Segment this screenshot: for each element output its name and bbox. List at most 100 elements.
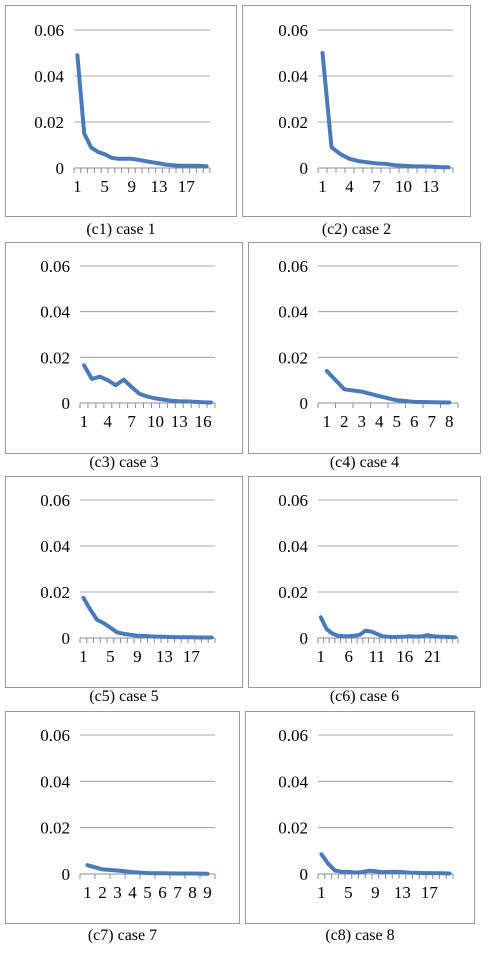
chart-panel-c1: 0 0.02 0.04 0.06 1 5 9 13 17 (c1) case 1	[5, 5, 237, 245]
c1-x-tick-label: 9	[128, 177, 137, 196]
c7-x-tick-label: 5	[143, 883, 152, 902]
c3-x-tick-label: 7	[127, 412, 136, 431]
chart-panel-c8: 0 0.02 0.04 0.06 1 5 9 13 17 (c8) case 8	[245, 711, 475, 951]
c6-x-tick-label: 1	[317, 647, 326, 666]
c6-y-tick-label: 0.04	[278, 537, 308, 556]
c5-series-line	[81, 595, 214, 640]
c5-x-tick-label: 17	[183, 647, 201, 666]
c7-x-tick-label: 4	[128, 883, 137, 902]
c4-y-tick-label: 0	[300, 394, 309, 413]
chart-c2-caption: (c2) case 2	[321, 221, 392, 238]
chart-c7-svg: 0 0.02 0.04 0.06 1 2 3 4 5 6 7 8 9	[5, 711, 240, 924]
c2-y-tick-label: 0.04	[278, 67, 308, 86]
c3-y-tick-label: 0.04	[40, 303, 70, 322]
c2-y-tick-label: 0.02	[278, 113, 308, 132]
chart-panel-c3: 0 0.02 0.04 0.06 1 4 7 10 13 16 (c3) case 3	[5, 242, 243, 478]
c4-x-tick-label: 7	[428, 412, 437, 431]
c2-x-tick-label: 13	[422, 177, 439, 196]
chart-panel-c4: 0 0.02 0.04 0.06 1 2 3 4 5 6 7 8 (c4) case 4	[248, 242, 481, 478]
chart-c5-caption: (c5) case 5	[89, 688, 159, 705]
c4-y-tick-label: 0.06	[278, 257, 308, 276]
c2-x-tick-label: 1	[318, 177, 327, 196]
c8-series-line	[319, 852, 452, 876]
c7-y-tick-label: 0.06	[40, 726, 70, 745]
c4-y-tick-label: 0.04	[278, 303, 308, 322]
c5-y-tick-label: 0	[62, 629, 71, 648]
c2-x-tick-label: 10	[395, 177, 412, 196]
c3-y-tick-label: 0.02	[40, 348, 70, 367]
c7-y-tick-label: 0.02	[40, 819, 70, 838]
c7-x-tick-label: 8	[188, 883, 197, 902]
chart-c7-caption: (c7) case 7	[87, 927, 158, 944]
c4-x-tick-label: 4	[375, 412, 384, 431]
c7-x-tick-label: 9	[203, 883, 212, 902]
chart-c4-svg: 0 0.02 0.04 0.06 1 2 3 4 5 6 7 8	[248, 242, 481, 454]
chart-panel-c6: 0 0.02 0.04 0.06 1 6 11 16 21 (c6) case 6	[248, 476, 481, 712]
c6-y-tick-label: 0.06	[278, 491, 308, 510]
chart-panel-c5: 0 0.02 0.04 0.06 1 5 9 13 17 (c5) case 5	[5, 476, 243, 712]
c1-y-tick-label: 0.06	[34, 21, 64, 40]
c7-x-tick-label: 6	[158, 883, 167, 902]
c4-series-line	[324, 369, 452, 405]
c8-x-tick-label: 5	[344, 883, 353, 902]
c6-series-line	[318, 615, 458, 640]
chart-c4-caption: (c4) case 4	[329, 454, 400, 471]
c3-x-tick-label: 4	[104, 412, 113, 431]
c3-x-tick-label: 13	[171, 412, 188, 431]
c3-y-tick-label: 0	[62, 394, 71, 413]
c6-y-tick-label: 0	[300, 629, 309, 648]
c5-x-tick-label: 9	[133, 647, 142, 666]
c4-y-tick-label: 0.02	[278, 348, 308, 367]
c7-x-tick-label: 3	[113, 883, 122, 902]
c1-y-tick-label: 0.02	[34, 113, 64, 132]
c1-x-tick-label: 5	[100, 177, 109, 196]
c5-x-tick-label: 13	[156, 647, 173, 666]
c7-x-tick-label: 2	[98, 883, 107, 902]
c6-x-tick-label: 16	[396, 647, 413, 666]
chart-c8-svg: 0 0.02 0.04 0.06 1 5 9 13 17	[245, 711, 475, 924]
c8-y-tick-label: 0	[300, 865, 309, 884]
c6-x-tick-label: 21	[424, 647, 441, 666]
c7-x-tick-label: 1	[83, 883, 92, 902]
c4-x-tick-label: 3	[358, 412, 367, 431]
c8-x-tick-label: 17	[421, 883, 439, 902]
c7-y-tick-label: 0	[62, 865, 71, 884]
c6-x-tick-label: 11	[369, 647, 385, 666]
c6-x-tick-label: 6	[345, 647, 354, 666]
c2-x-tick-label: 7	[372, 177, 381, 196]
c7-series-line	[85, 863, 210, 876]
chart-c6-caption: (c6) case 6	[329, 688, 400, 705]
c4-x-tick-label: 2	[340, 412, 349, 431]
c5-y-tick-label: 0.02	[40, 583, 70, 602]
chart-c1-svg: 0 0.02 0.04 0.06 1 5 9 13 17	[5, 5, 237, 217]
c5-x-tick-label: 5	[106, 647, 115, 666]
c8-x-tick-label: 9	[371, 883, 380, 902]
c8-y-tick-label: 0.02	[278, 819, 308, 838]
c5-y-tick-label: 0.04	[40, 537, 70, 556]
chart-c6-svg: 00.020.040.061 6 11 16 21	[248, 476, 481, 688]
chart-c8-caption: (c8) case 8	[325, 927, 395, 944]
c3-x-tick-label: 10	[147, 412, 164, 431]
c6-y-tick-label: 0.02	[278, 583, 308, 602]
c4-x-tick-label: 1	[323, 412, 332, 431]
chart-c2-svg: 0 0.02 0.04 0.06 1 4 7 10 13	[242, 5, 471, 217]
chart-c5-svg: 0 0.02 0.04 0.06 1 5 9 13 17	[5, 476, 243, 688]
c8-y-tick-label: 0.06	[278, 726, 308, 745]
c8-x-tick-label: 13	[394, 883, 411, 902]
c3-x-tick-label: 1	[80, 412, 89, 431]
c2-x-tick-label: 4	[345, 177, 354, 196]
c1-x-tick-label: 1	[73, 177, 82, 196]
c2-y-tick-label: 0	[300, 159, 309, 178]
c2-series-line	[320, 51, 451, 170]
chart-c3-caption: (c3) case 3	[89, 454, 159, 471]
chart-panel-c2: 0 0.02 0.04 0.06 1 4 7 10 13 (c2) case 2	[242, 5, 471, 245]
c4-x-tick-label: 8	[445, 412, 454, 431]
c3-y-tick-label: 0.06	[40, 257, 70, 276]
chart-c1-caption: (c1) case 1	[86, 221, 156, 238]
c1-x-tick-label: 13	[151, 177, 168, 196]
c7-x-tick-label: 7	[173, 883, 182, 902]
c5-x-tick-label: 1	[79, 647, 88, 666]
c3-series-line	[82, 363, 213, 405]
c4-x-tick-label: 6	[410, 412, 419, 431]
c1-y-tick-label: 0	[56, 159, 65, 178]
